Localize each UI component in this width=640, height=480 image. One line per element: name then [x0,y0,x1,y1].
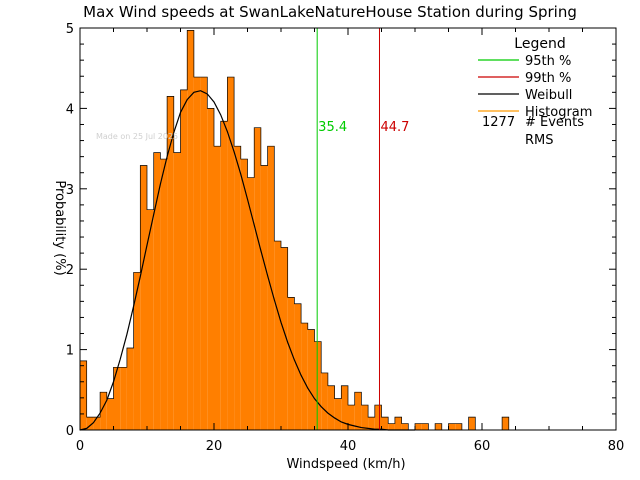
y-tick-label: 4 [66,102,74,117]
x-tick-label: 20 [206,439,223,454]
legend-entry-label: Weibull [525,88,572,103]
histogram-bar [334,398,342,430]
histogram-bar [100,392,107,430]
histogram-bar [394,417,402,430]
histogram-bar [126,347,134,430]
histogram-bar [448,423,456,430]
chart-title: Max Wind speeds at SwanLakeNatureHouse S… [83,3,577,21]
histogram-bar [234,146,241,431]
histogram-bar [160,159,168,430]
legend-entry-label: 95th % [525,54,571,69]
legend-entry-label: 99th % [525,71,571,86]
x-tick-label: 40 [340,439,357,454]
histogram-bar [80,360,87,430]
histogram-bar [388,423,395,430]
histogram-bar [254,127,261,431]
legend-events-label: # Events [525,115,584,130]
watermark-text: Made on 25 Jul 2025 [96,132,178,141]
histogram-bar [348,405,355,430]
histogram-bar [361,405,369,430]
histogram-bar [93,417,101,430]
histogram-bar [193,77,201,430]
histogram-bar [368,417,375,430]
histogram-bar [106,398,114,430]
y-axis-ticks: 0 1 2 3 4 5 [66,22,616,439]
histogram-bar [147,209,154,430]
histogram-bar [173,152,181,430]
histogram-bar [381,417,389,430]
y-tick-label: 0 [66,424,74,439]
p99-label: 44.7 [380,120,409,135]
y-tick-label: 5 [66,22,74,37]
y-tick-label: 1 [66,344,74,359]
y-tick-label: 2 [66,263,74,278]
histogram-bar [314,341,322,430]
x-tick-label: 0 [76,439,84,454]
histogram-bar [281,247,288,430]
histogram-bar [247,177,255,430]
x-tick-label: 80 [608,439,625,454]
x-axis-label: Windspeed (km/h) [286,457,405,472]
histogram-bar [153,152,161,430]
histogram-bar [287,297,295,430]
y-axis-label: Probability (%) [52,180,67,275]
histogram-bar [227,77,235,430]
x-tick-label: 60 [474,439,491,454]
legend-entry-label: Histogram [525,105,592,120]
histogram-bar [307,329,315,430]
histogram-bar [214,146,221,431]
histogram-bar [260,165,268,430]
histogram-bar [421,423,429,430]
histogram-bar [455,423,462,430]
histogram-bar [274,241,281,430]
p95-label: 35.4 [318,120,347,135]
histogram-bar [321,372,328,430]
histogram-bar [401,423,409,430]
legend-entries: 95th % 99th % Weibull Histogram [478,54,592,120]
histogram-bar [167,96,174,430]
histogram-bar [415,423,422,430]
histogram-bar [354,392,362,430]
weibull-curve [79,90,415,431]
histogram-bar [341,385,348,430]
histogram-bar [327,385,335,430]
histogram-bar [200,77,208,430]
histogram-bar [140,165,147,430]
histogram-bar [468,417,476,430]
histogram-bar [113,367,121,430]
histogram-bar [133,272,141,430]
histogram-bar [301,323,308,430]
histogram-bar [220,121,228,430]
histogram-bar [374,405,382,430]
histogram-bar [180,89,188,431]
histogram-bar [86,417,94,430]
histogram-bar [502,417,509,430]
histogram-bar [435,423,442,430]
x-axis-ticks: 0 20 40 60 80 [76,28,624,454]
y-tick-label: 3 [66,183,74,198]
legend-rms-label: RMS [525,133,554,148]
legend-title: Legend [514,36,565,52]
histogram-bars [79,30,516,431]
histogram-bar [120,367,127,430]
histogram-bar [240,159,248,430]
histogram-bar [207,108,214,431]
plot-area: 35.4 44.7 Made on 25 Jul 2025 [79,27,617,431]
histogram-bar [187,30,194,431]
legend-events-count: 1277 [482,115,515,130]
legend: Legend 95th % 99th % Weibull Histogram 1277… [478,36,592,148]
